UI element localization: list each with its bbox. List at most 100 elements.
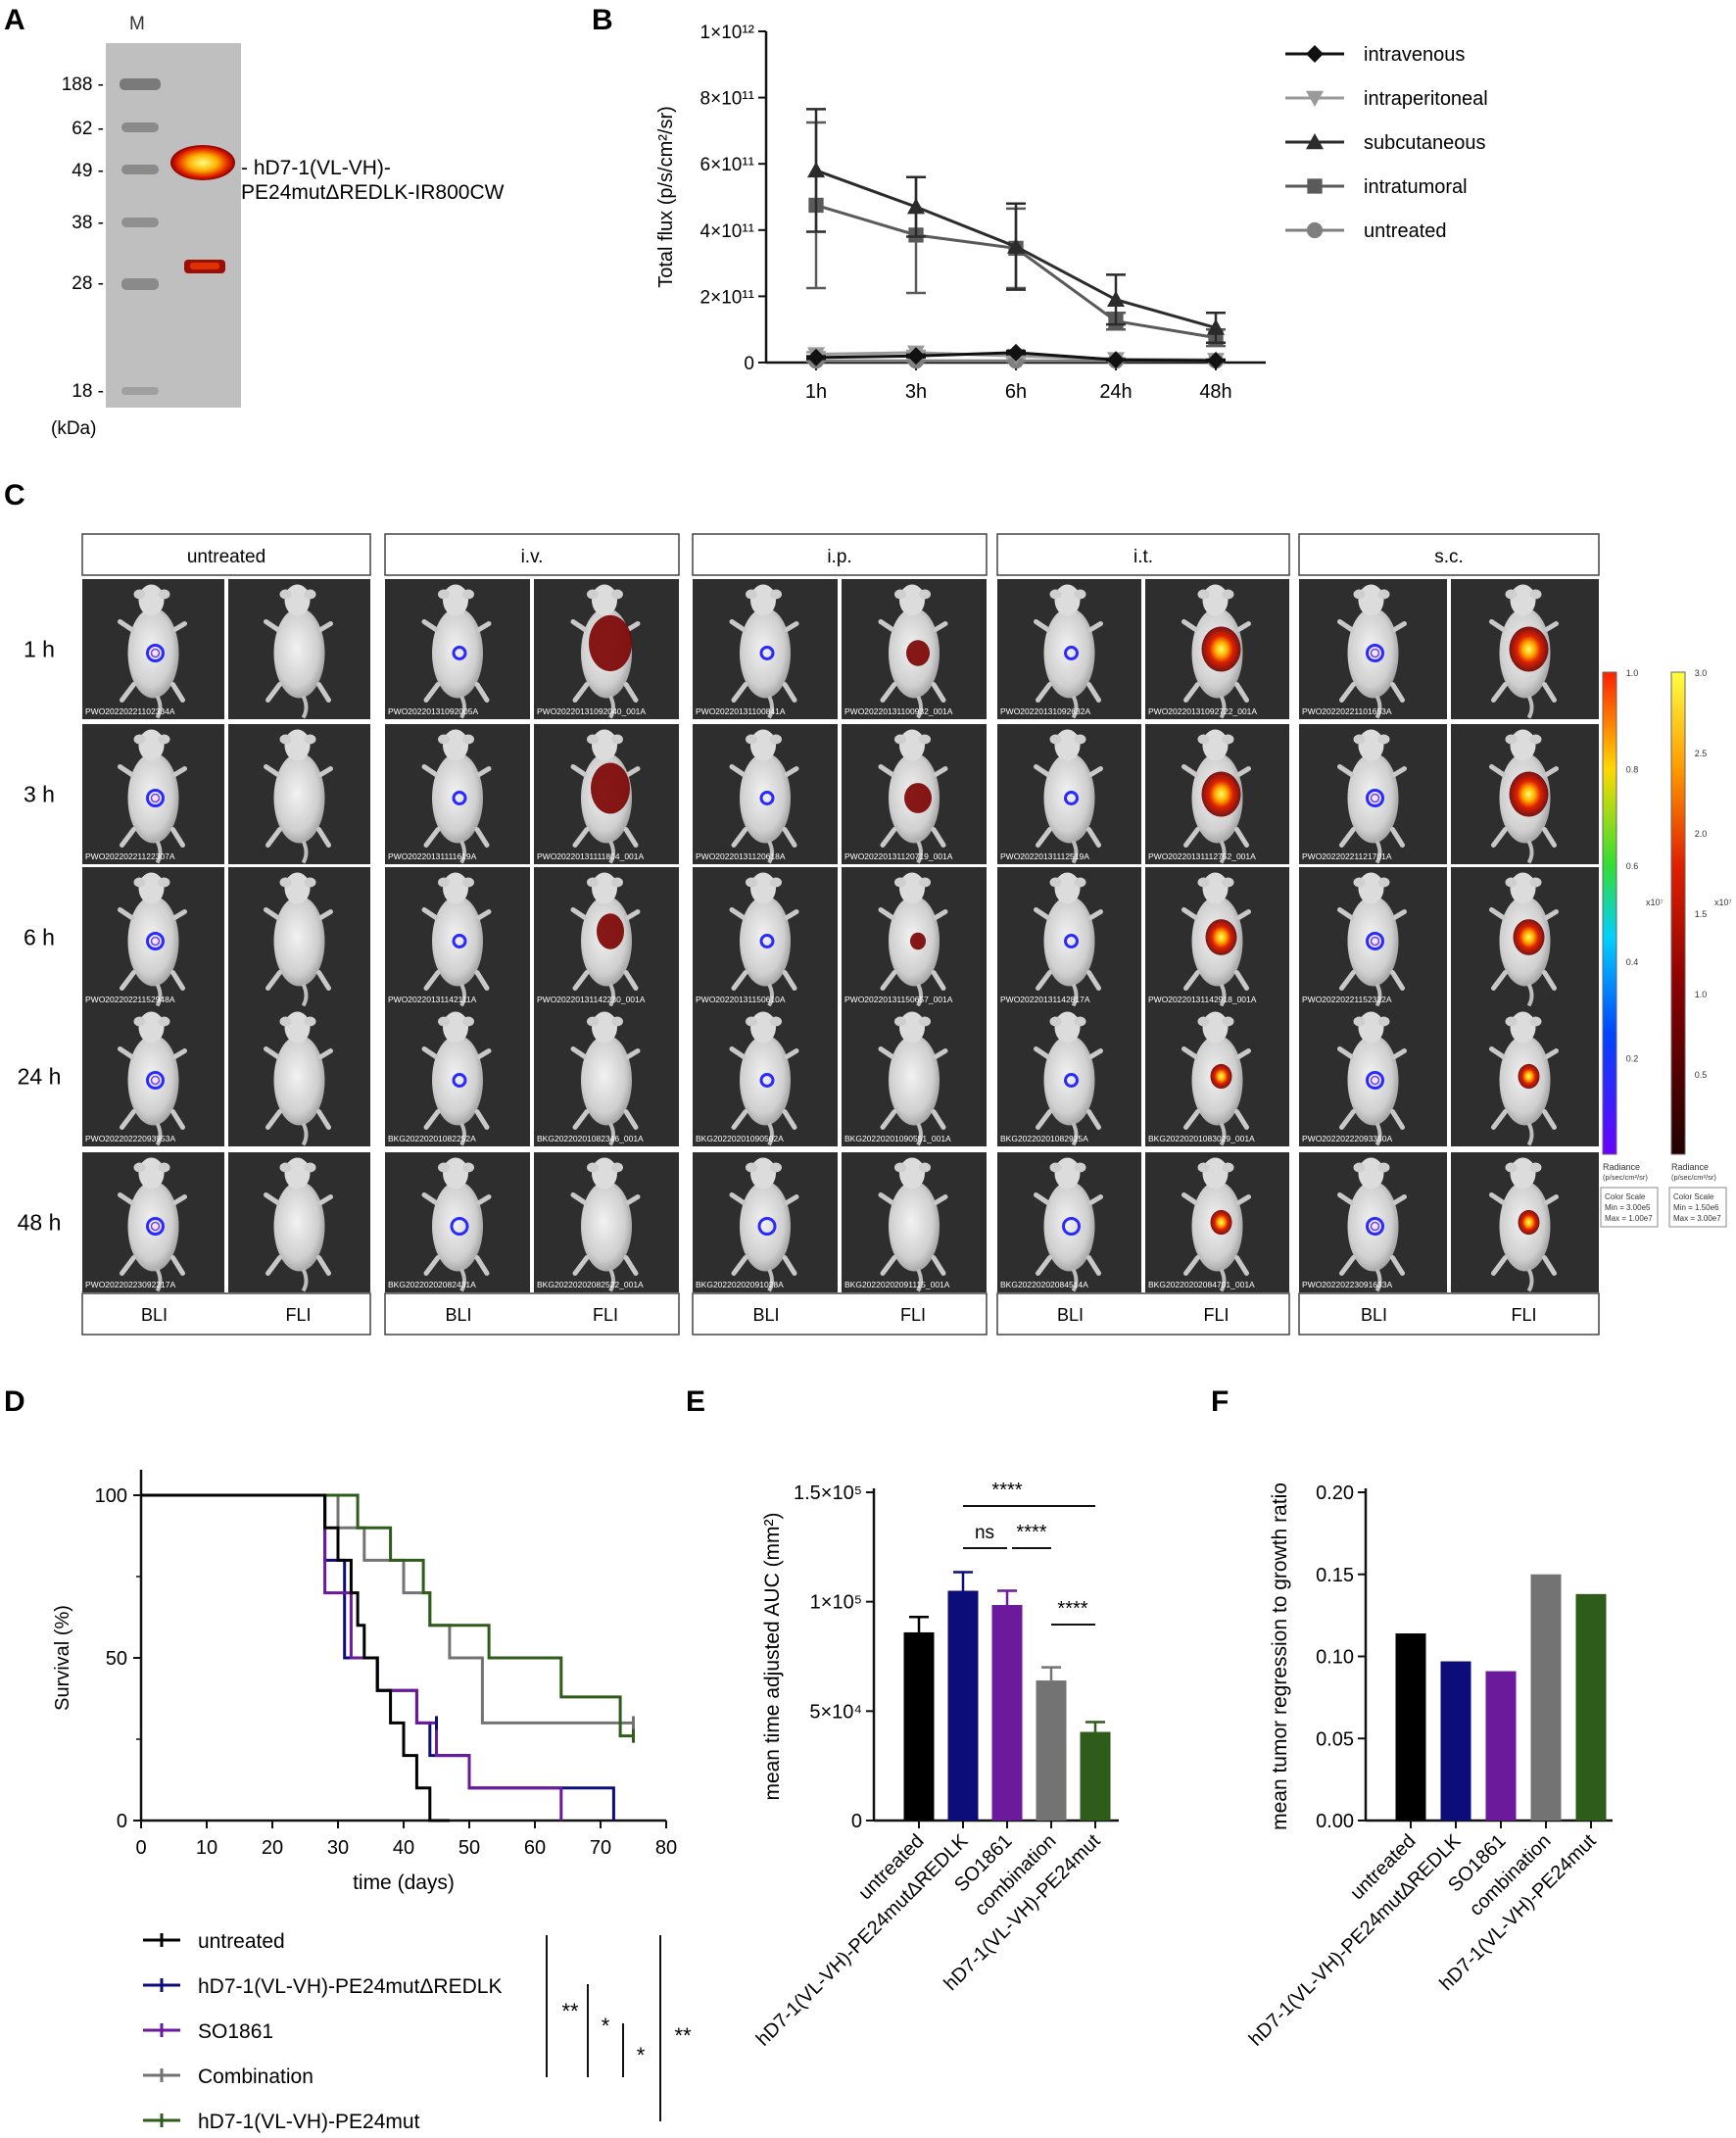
modality-label: BLI <box>1057 1305 1084 1325</box>
mouse-head <box>1358 872 1384 904</box>
image-cell: PWO20220222093350A <box>1299 1006 1447 1146</box>
mouse-head <box>443 1157 468 1190</box>
panel-d-legend: untreated hD7-1(VL-VH)-PE24mutΔREDLK SO186… <box>143 1930 692 2133</box>
modality-label: FLI <box>1203 1305 1229 1325</box>
mouse-head <box>592 584 617 616</box>
mouse-ear <box>158 734 170 745</box>
significance-label: ** <box>674 2023 692 2048</box>
panel-d-survival-chart: 0 50 100 0 10 20 30 40 50 60 70 80 time (days) Surviv… <box>52 1470 677 1894</box>
bli-signal <box>759 791 775 805</box>
mouse-ear <box>133 589 146 600</box>
mouse-ear <box>919 734 931 745</box>
mouse-head <box>1054 584 1081 616</box>
mouse-head <box>1054 872 1081 904</box>
x-tick-label: 70 <box>590 1837 611 1859</box>
mouse-ear <box>438 877 450 888</box>
image-cell: PWO20220223092217A <box>82 1152 224 1292</box>
x-tick-label: 60 <box>524 1837 546 1859</box>
image-cell: BKG20220201082346_001A <box>534 1006 679 1146</box>
bli-color-scale: 1.0 0.8 0.6 0.4 0.2 x10⁷ Radiance(p/sec/cm²/sr… <box>1600 668 1664 1228</box>
color-scale-box-title: Color Scale <box>1605 1192 1646 1201</box>
panel-letter-c: C <box>4 479 25 511</box>
mouse-body <box>273 607 325 699</box>
y-tick-label: 0.10 <box>1316 1647 1354 1669</box>
significance-label: * <box>602 2014 610 2038</box>
mouse-tail <box>1526 1268 1534 1292</box>
mouse-ear <box>1222 589 1234 600</box>
panel-letter-d: D <box>4 1385 25 1418</box>
mouse-ear <box>1505 1016 1518 1027</box>
image-id-label: BKG20220201083029_001A <box>1148 1134 1255 1143</box>
panel-c-imaging-grid: 1 h 3 h 6 h 24 h 48 h untreated BLI FLI PWO20220… <box>18 533 1732 1336</box>
fli-signal <box>1509 771 1549 817</box>
mouse-limbs <box>1181 1046 1251 1130</box>
mouse-limbs <box>1337 1046 1407 1130</box>
image-cell: PWO20220131142111A <box>385 867 530 1007</box>
color-scale-tick: 0.4 <box>1626 957 1639 967</box>
mouse-head <box>1202 872 1229 904</box>
mouse-tail <box>767 1268 774 1292</box>
image-cell <box>228 1152 370 1292</box>
group-header-box <box>692 533 988 576</box>
mouse-limbs <box>1489 1046 1559 1130</box>
mouse-body <box>273 753 325 844</box>
mouse-ear <box>1197 734 1210 745</box>
image-cell <box>228 867 370 1007</box>
bar-hD7-1(VL-VH)-PE24mut <box>1575 1593 1607 1821</box>
mouse-ear <box>1529 589 1542 600</box>
mouse-ear <box>133 877 146 888</box>
image-id-label: PWO20220131111619A <box>388 851 477 861</box>
color-scale-tick: 1.0 <box>1695 990 1708 999</box>
marker-band-62 <box>121 122 159 132</box>
mouse-ear <box>770 589 782 600</box>
color-scale-tick: 3.0 <box>1695 668 1708 678</box>
data-point-intravenous <box>907 347 925 365</box>
mouse-head <box>899 1157 925 1190</box>
y-tick-label: 0.20 <box>1316 1482 1354 1504</box>
mouse-ear <box>1377 734 1390 745</box>
data-point-subcutaneous <box>1107 290 1125 307</box>
mouse-ear <box>1353 589 1366 600</box>
mouse-tail <box>1526 695 1534 719</box>
mouse-ear <box>133 734 146 745</box>
mouse-head <box>899 872 925 904</box>
data-point-intravenous <box>1207 351 1225 369</box>
mouse-head <box>138 872 165 904</box>
mouse-body <box>581 1181 632 1272</box>
mouse-tail <box>916 983 923 1007</box>
bli-signal <box>450 1217 469 1236</box>
mouse-limbs <box>421 764 492 848</box>
image-cell: PWO20220221101653A <box>1299 579 1447 719</box>
mouse-ear <box>304 1016 316 1027</box>
bli-signal-inner <box>1370 936 1380 947</box>
mouse-tail <box>459 695 466 719</box>
modality-footer-box <box>1298 1292 1600 1336</box>
image-cell: BKG20220202084701_001A <box>1145 1152 1289 1292</box>
bli-signal <box>1064 646 1079 660</box>
image-id-label: PWO20220223092217A <box>85 1280 175 1289</box>
mouse-head <box>1510 729 1536 761</box>
mouse-tail <box>301 695 309 719</box>
panel-a-gel: M 188 - 62 - 49 - 38 - 28 - 18 - (kDa) -… <box>51 14 505 439</box>
mouse-ear <box>894 877 906 888</box>
bar-hD7-1(VL-VH)-PE24mut <box>1080 1731 1111 1821</box>
bli-signal-inner <box>150 1221 161 1232</box>
color-scale-box <box>1668 1187 1727 1228</box>
mouse-tail <box>1071 695 1079 719</box>
image-id-label: PWO20220131142230_001A <box>537 995 646 1004</box>
mouse-limbs <box>1034 1192 1103 1276</box>
color-scale-max: Max = 3.00e7 <box>1673 1214 1721 1223</box>
image-cell: PWO20220221102334A <box>82 579 224 719</box>
color-scale-title: Radiance <box>1603 1162 1640 1172</box>
image-cell <box>1451 867 1599 1007</box>
mouse-head <box>1358 584 1384 616</box>
image-id-label: PWO20220221152322A <box>1302 995 1392 1004</box>
mouse-ear <box>304 589 316 600</box>
mouse-tail <box>1526 1122 1534 1146</box>
mouse-ear <box>611 1162 623 1173</box>
image-cell: PWO20220131100841A <box>693 579 838 719</box>
mouse-head <box>443 584 468 616</box>
mouse-limbs <box>1181 619 1251 703</box>
image-id-label: PWO20220131142918_001A <box>1148 995 1257 1004</box>
mouse-ear <box>919 589 931 600</box>
